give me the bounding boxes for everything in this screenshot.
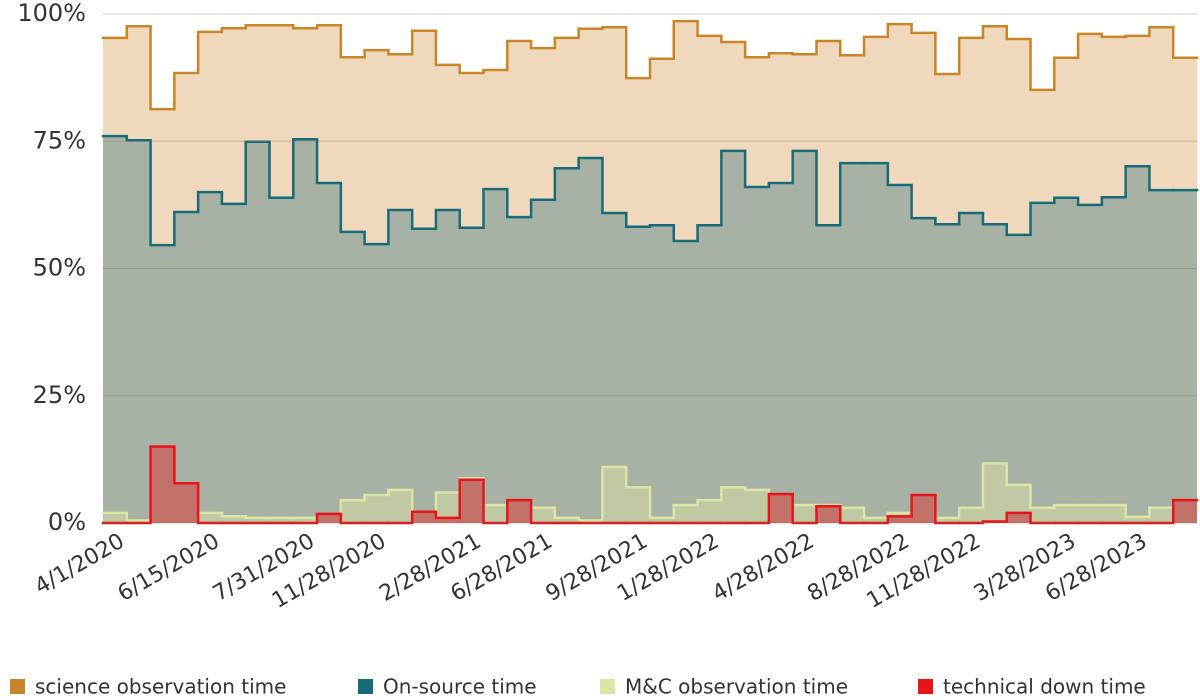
series	[101, 445, 1199, 525]
legend-swatch	[358, 679, 373, 694]
y-tick-label: 0%	[48, 508, 86, 536]
y-tick-label: 100%	[17, 0, 86, 27]
legend-label: On-source time	[383, 675, 537, 699]
x-tick-label: 6/15/2020	[114, 529, 224, 607]
series	[101, 134, 1199, 523]
legend-swatch	[10, 679, 25, 694]
area-fill	[103, 136, 1197, 523]
x-tick-label: 4/1/2020	[31, 529, 129, 600]
legend-label: science observation time	[35, 675, 286, 699]
x-tick-label: 4/28/2022	[708, 529, 818, 607]
legend-label: M&C observation time	[625, 675, 848, 699]
y-tick-label: 50%	[33, 254, 86, 282]
y-tick-label: 25%	[33, 381, 86, 409]
area-fill	[103, 446, 1197, 523]
y-tick-label: 75%	[33, 126, 86, 154]
legend-label: technical down time	[943, 675, 1146, 699]
legend-swatch	[600, 679, 615, 694]
legend-swatch	[918, 679, 933, 694]
